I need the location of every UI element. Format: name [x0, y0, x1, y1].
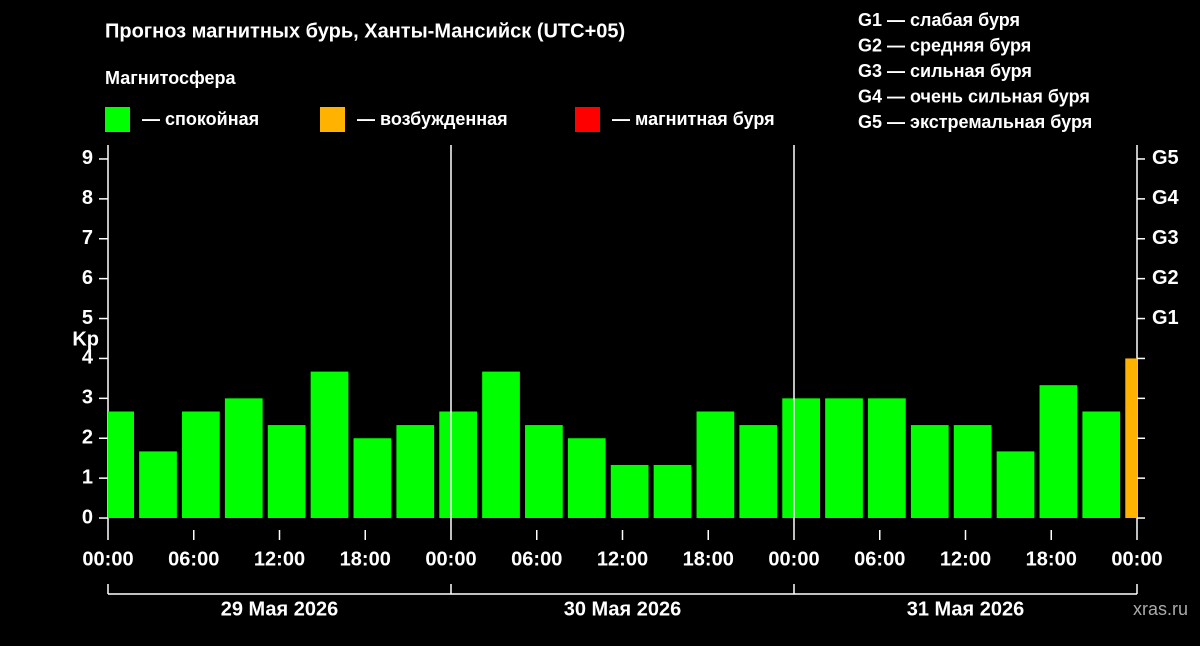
y2-tick-label: G3	[1152, 227, 1179, 249]
day-label: 29 Мая 2026	[221, 598, 339, 620]
bar	[353, 438, 392, 519]
storm-scale-item: G2 — средняя буря	[858, 35, 1031, 55]
y-axis-label: Kp	[72, 328, 99, 350]
y-tick-label: 5	[82, 307, 93, 329]
bar	[482, 371, 520, 519]
legend-label: — возбужденная	[357, 109, 508, 129]
bar	[739, 425, 778, 519]
x-tick-label: 00:00	[1111, 548, 1162, 570]
x-tick-label: 12:00	[254, 548, 305, 570]
bar	[139, 451, 177, 519]
bar	[310, 371, 349, 519]
y2-tick-label: G4	[1152, 187, 1180, 209]
bar	[653, 464, 692, 519]
legend-label: — спокойная	[142, 109, 259, 129]
bar	[396, 425, 435, 519]
bar	[1039, 385, 1078, 519]
x-tick-label: 12:00	[940, 548, 991, 570]
y2-tick-label: G2	[1152, 267, 1179, 289]
y2-tick-label: G1	[1152, 307, 1179, 329]
y-tick-label: 1	[82, 466, 93, 488]
bar	[224, 398, 263, 519]
x-tick-label: 18:00	[1026, 548, 1077, 570]
y-tick-label: 8	[82, 187, 93, 209]
bar	[868, 398, 906, 519]
bar	[910, 425, 949, 519]
bar	[825, 398, 863, 519]
legend-title: Магнитосфера	[105, 68, 237, 88]
x-tick-label: 06:00	[854, 548, 905, 570]
bar	[267, 425, 306, 519]
bar	[953, 425, 992, 519]
bars	[108, 358, 1137, 519]
y-tick-label: 3	[82, 387, 93, 409]
x-tick-label: 06:00	[511, 548, 562, 570]
x-tick-label: 06:00	[168, 548, 219, 570]
storm-scale-item: G5 — экстремальная буря	[858, 112, 1092, 132]
bar	[996, 451, 1035, 519]
bar	[782, 398, 821, 519]
y-tick-label: 4	[82, 347, 94, 369]
y-tick-label: 0	[82, 506, 93, 528]
x-tick-label: 18:00	[340, 548, 391, 570]
y-tick-label: 9	[82, 147, 93, 169]
storm-scale-item: G4 — очень сильная буря	[858, 86, 1090, 106]
day-label: 30 Мая 2026	[564, 598, 682, 620]
storm-scale-item: G3 — сильная буря	[858, 61, 1032, 81]
y2-tick-label: G5	[1152, 147, 1179, 169]
bar	[439, 411, 478, 519]
chart-title: Прогноз магнитных бурь, Ханты-Мансийск (…	[105, 20, 625, 42]
y-tick-label: 7	[82, 227, 93, 249]
legend-swatch	[320, 107, 345, 132]
bar	[108, 411, 135, 519]
y-tick-label: 2	[82, 427, 93, 449]
bar	[182, 411, 220, 519]
bar	[1125, 358, 1137, 519]
legend-label: — магнитная буря	[612, 109, 775, 129]
x-tick-label: 00:00	[768, 548, 819, 570]
watermark: xras.ru	[1133, 599, 1188, 619]
x-tick-label: 12:00	[597, 548, 648, 570]
x-tick-label: 00:00	[425, 548, 476, 570]
legend-swatch	[105, 107, 130, 132]
bar	[567, 438, 606, 519]
day-label: 31 Мая 2026	[907, 598, 1025, 620]
storm-scale-item: G1 — слабая буря	[858, 10, 1020, 30]
bar	[696, 411, 735, 519]
y-tick-label: 6	[82, 267, 93, 289]
bar	[525, 425, 563, 519]
legend-swatch	[575, 107, 600, 132]
bar	[610, 464, 649, 519]
x-tick-label: 00:00	[82, 548, 133, 570]
bar	[1082, 411, 1121, 519]
x-tick-label: 18:00	[683, 548, 734, 570]
